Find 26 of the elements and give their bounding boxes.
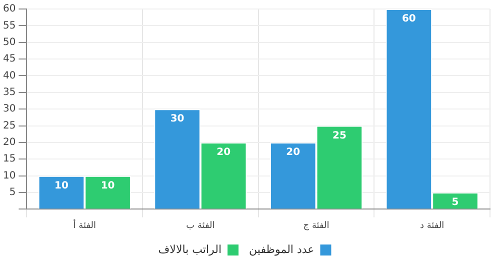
y-tick-label: 40: [2, 70, 16, 82]
data-label: 30: [170, 114, 184, 125]
data-label: 10: [100, 180, 115, 192]
y-tick-label: 55: [2, 20, 16, 32]
y-tick-label: 5: [9, 187, 16, 198]
legend-label: الراتب بالالاف: [158, 242, 222, 256]
legend-label: عدد الموظفين: [249, 242, 314, 256]
y-tick-label: 20: [2, 137, 16, 148]
y-tick-label: 10: [2, 170, 16, 182]
data-label: 20: [286, 147, 300, 158]
data-label: 5: [452, 197, 459, 208]
data-label: 60: [402, 14, 416, 25]
data-label: 20: [216, 147, 231, 158]
y-tick-label: 30: [2, 104, 16, 115]
y-tick-label: 60: [2, 4, 16, 15]
y-tick-label: 45: [2, 54, 16, 65]
data-label: 25: [332, 130, 346, 142]
y-tick-label: 15: [2, 154, 16, 165]
y-tick-label: 50: [2, 36, 16, 48]
data-label: 10: [54, 180, 68, 192]
x-tick-label: الفئة د: [420, 220, 444, 231]
x-tick-label: الفئة ج: [303, 220, 330, 231]
y-tick-label: 35: [2, 87, 16, 98]
x-tick-label: الفئة ب: [186, 220, 215, 231]
x-tick-label: الفئة أ: [73, 218, 96, 231]
y-tick-label: 25: [2, 120, 16, 132]
